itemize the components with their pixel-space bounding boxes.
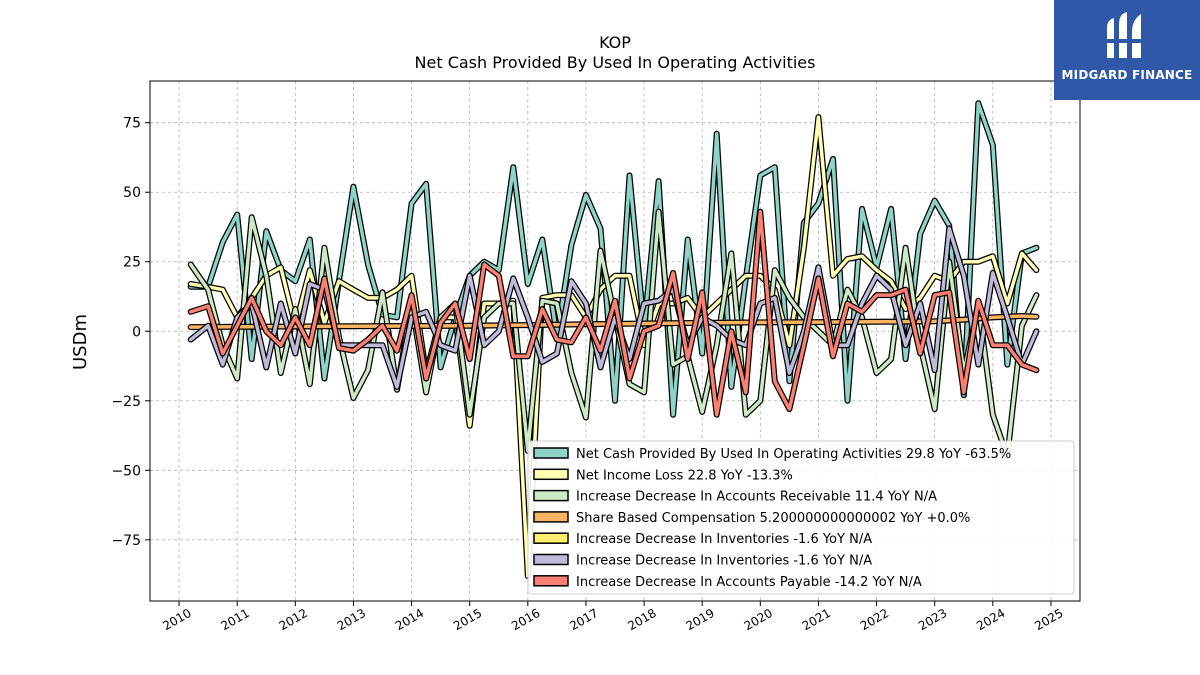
- brand-logo: MIDGARD FINANCE: [1054, 0, 1200, 100]
- x-tick-label: 2021: [800, 606, 833, 633]
- legend-swatch: [533, 575, 569, 587]
- x-tick-label: 2017: [567, 606, 600, 633]
- legend-label: Increase Decrease In Inventories -1.6 Yo…: [576, 532, 872, 547]
- x-tick-label: 2019: [683, 606, 716, 633]
- x-tick-label: 2016: [509, 606, 542, 633]
- x-tick-label: 2014: [393, 606, 426, 633]
- legend-label: Net Cash Provided By Used In Operating A…: [576, 447, 1011, 462]
- chart-subtitle: Net Cash Provided By Used In Operating A…: [415, 53, 816, 72]
- legend-swatch: [533, 468, 569, 481]
- legend-swatch: [533, 489, 569, 502]
- y-tick-label: −50: [111, 463, 141, 479]
- legend: Net Cash Provided By Used In Operating A…: [527, 440, 1075, 595]
- legend-swatch: [533, 447, 569, 459]
- legend-swatch: [533, 511, 569, 523]
- x-tick-label: 2011: [218, 606, 251, 633]
- legend-label: Increase Decrease In Accounts Payable -1…: [576, 575, 922, 590]
- x-tick-label: 2015: [451, 606, 484, 633]
- series-group: [187, 100, 1040, 579]
- y-tick-label: 50: [123, 185, 141, 201]
- legend-swatch: [533, 532, 569, 544]
- legend-label: Increase Decrease In Inventories -1.6 Yo…: [576, 554, 872, 569]
- y-tick-label: 25: [123, 255, 141, 271]
- x-tick-label: 2012: [277, 606, 310, 633]
- x-tick-label: 2024: [974, 606, 1007, 633]
- y-tick-label: −25: [111, 394, 141, 410]
- chart-title: KOP: [599, 33, 631, 52]
- legend-swatch: [533, 553, 569, 566]
- plot-frame: [149, 80, 1081, 602]
- legend-box: [527, 440, 1075, 595]
- x-tick-label: 2023: [916, 606, 949, 633]
- legend-label: Increase Decrease In Accounts Receivable…: [576, 490, 937, 505]
- series-line-7: [188, 209, 1039, 417]
- brand-name: MIDGARD FINANCE: [1061, 68, 1193, 82]
- x-tick-label: 2022: [858, 606, 891, 633]
- x-tick-label: 2018: [625, 606, 658, 633]
- y-tick-label: −75: [111, 533, 141, 549]
- y-axis-label: USDm: [70, 314, 91, 370]
- legend-label: Share Based Compensation 5.2000000000000…: [576, 511, 970, 526]
- x-tick-label: 2013: [335, 606, 368, 633]
- midgard-logo-icon: [1107, 12, 1141, 58]
- y-tick-label: 75: [123, 116, 141, 132]
- x-tick-label: 2025: [1032, 606, 1065, 633]
- y-tick-label: 0: [132, 324, 141, 340]
- legend-label: Net Income Loss 22.8 YoY -13.3%: [576, 468, 793, 483]
- x-tick-label: 2020: [742, 606, 775, 633]
- x-tick-label: 2010: [160, 606, 193, 633]
